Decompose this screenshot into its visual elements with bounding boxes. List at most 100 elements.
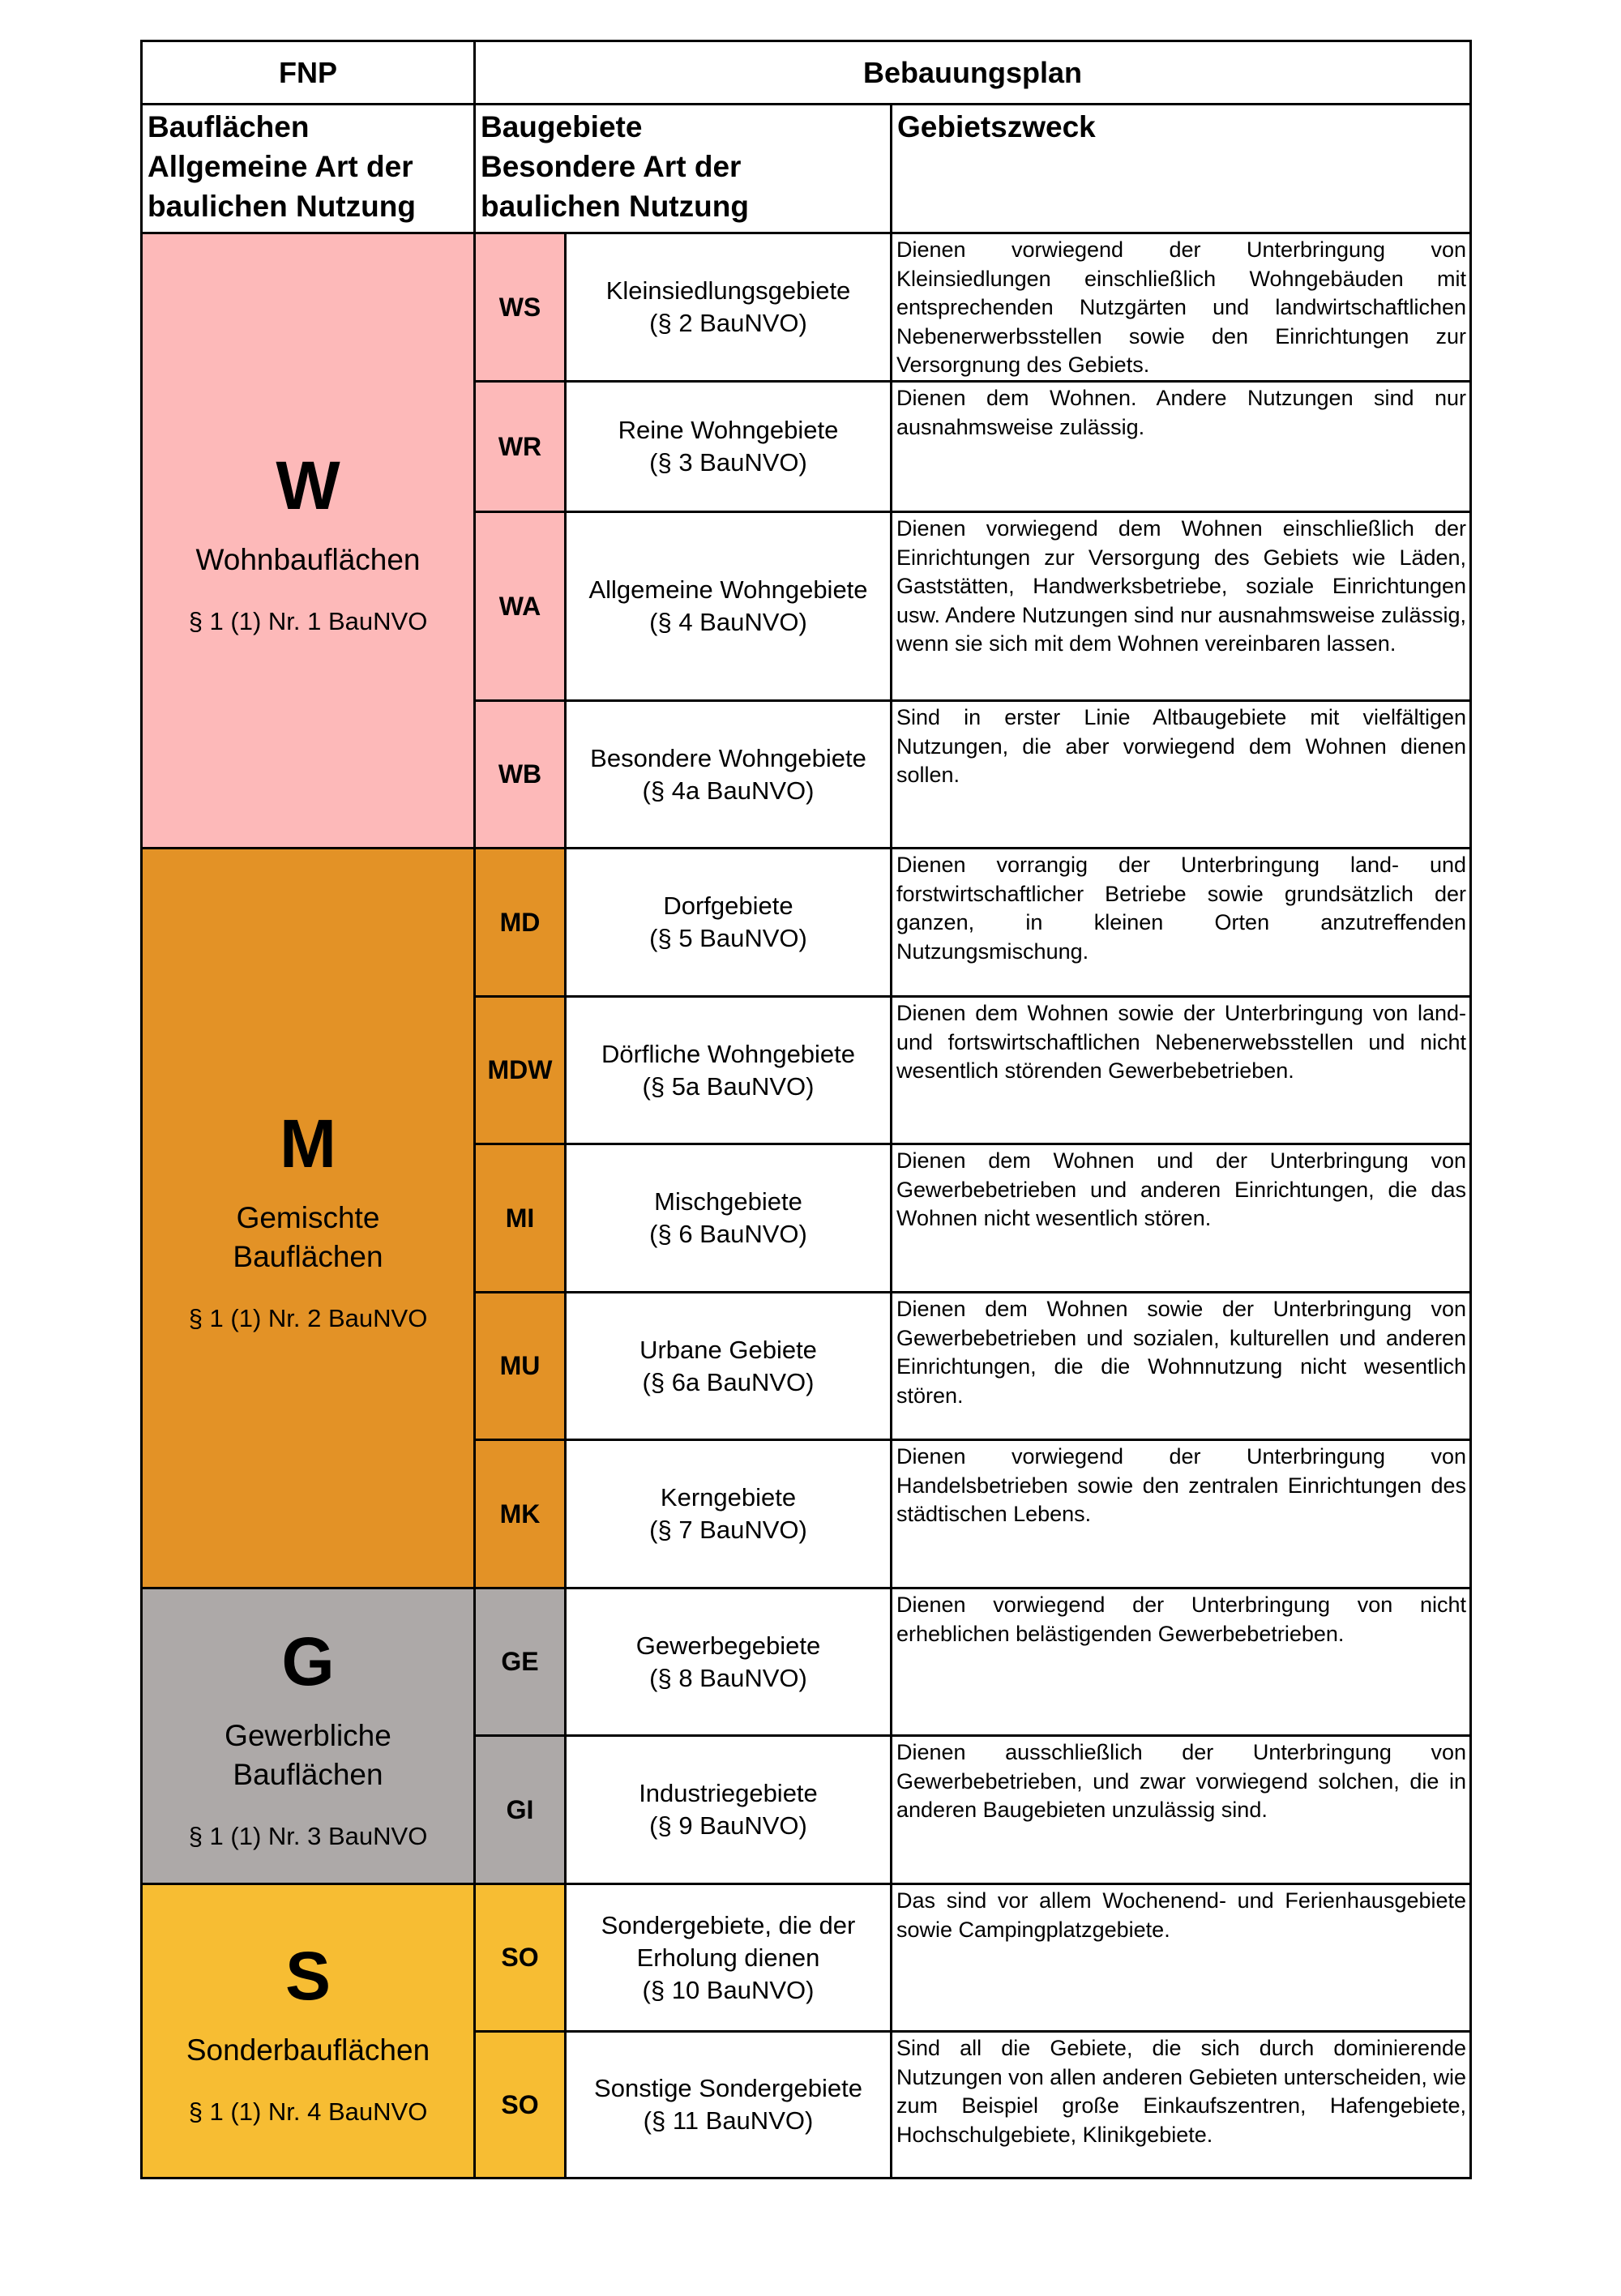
baugebiet-name: Gewerbegebiete (§ 8 BauNVO) — [564, 1587, 892, 1737]
gebietszweck: Sind in erster Linie Altbaugebiete mit v… — [889, 699, 1473, 849]
bauflaeche-letter: W — [276, 447, 340, 524]
baugebiet-name-line: (§ 9 BauNVO) — [649, 1811, 807, 1840]
table-row: S Sonderbauflächen § 1 (1) Nr. 4 BauNVO S… — [140, 1883, 1473, 2179]
baugebiet-name-line: (§ 5a BauNVO) — [642, 1071, 815, 1101]
bauflaeche-name: Bauflächen — [233, 1758, 383, 1791]
baugebiet-name-line: Allgemeine Wohngebiete — [588, 575, 868, 604]
baugebiet-name-line: (§ 10 BauNVO) — [642, 1975, 815, 2004]
bauflaeche-name: Gewerbliche — [225, 1719, 391, 1752]
baugebiet-name: Sondergebiete, die der Erholung dienen (§ … — [564, 1883, 892, 2033]
gebietszweck: Dienen dem Wohnen sowie der Unterbringun… — [889, 1291, 1473, 1441]
table-row: GI Industriegebiete (§ 9 BauNVO) Dienen a… — [142, 1734, 1473, 1885]
table-row: MU Urbane Gebiete (§ 6a BauNVO) Dienen de… — [142, 1291, 1473, 1441]
gebietszweck: Dienen vorwiegend der Unterbringung von … — [889, 1439, 1473, 1589]
bauflaeche-w: W Wohnbauflächen § 1 (1) Nr. 1 BauNVO — [140, 232, 476, 849]
baugebiet-name: Kerngebiete (§ 7 BauNVO) — [564, 1439, 892, 1589]
baugebiet-name: Dorfgebiete (§ 5 BauNVO) — [564, 847, 892, 998]
baugebiet-name-line: Erholung dienen — [636, 1943, 820, 1972]
baugebiet-name-line: (§ 4 BauNVO) — [649, 608, 807, 636]
baugebiet-code: MK — [473, 1439, 567, 1589]
gebietszweck: Dienen dem Wohnen und der Unterbringung … — [889, 1143, 1473, 1293]
table-row: MDW Dörfliche Wohngebiete (§ 5a BauNVO) D… — [142, 995, 1473, 1145]
baugebiet-name: Sonstige Sondergebiete (§ 11 BauNVO) — [564, 2030, 892, 2179]
bauflaeche-letter: M — [280, 1105, 336, 1182]
bebauungsplan-header: Bebauungsplan — [473, 40, 1473, 105]
bauflaeche-paragraph: § 1 (1) Nr. 2 BauNVO — [188, 1304, 428, 1332]
baugebiet-code: WR — [473, 380, 567, 513]
bauflaeche-name: Bauflächen — [233, 1240, 383, 1273]
bauflaeche-name: Wohnbauflächen — [195, 543, 421, 576]
baugebiet-name-line: (§ 8 BauNVO) — [649, 1663, 807, 1692]
table-row: W Wohnbauflächen § 1 (1) Nr. 1 BauNVO WS … — [140, 232, 1473, 849]
header-line: Allgemeine Art der — [148, 150, 413, 183]
baugebiet-code: GI — [473, 1734, 567, 1885]
table-row: M Gemischte Bauflächen § 1 (1) Nr. 2 BauN… — [140, 847, 1473, 1589]
baugebiet-name-line: (§ 6 BauNVO) — [649, 1220, 807, 1248]
gebietszweck: Dienen vorrangig der Unterbringung land-… — [889, 847, 1473, 998]
baugebiet-code: WA — [473, 511, 567, 702]
gebietszweck: Dienen vorwiegend der Unterbringung von … — [889, 232, 1473, 383]
header-line: baulichen Nutzung — [148, 190, 416, 223]
baugebiet-name-line: Sondergebiete, die der — [601, 1910, 856, 1939]
bauflaeche-paragraph: § 1 (1) Nr. 4 BauNVO — [188, 2097, 428, 2126]
table-row: SO Sonstige Sondergebiete (§ 11 BauNVO) S… — [142, 2030, 1473, 2179]
baugebiet-name-line: (§ 4a BauNVO) — [642, 776, 815, 805]
baugebiet-name-line: (§ 2 BauNVO) — [649, 309, 807, 337]
header-line: Besondere Art der — [481, 150, 742, 183]
table-row: G Gewerbliche Bauflächen § 1 (1) Nr. 3 Ba… — [140, 1587, 1473, 1885]
baugebiet-name: Allgemeine Wohngebiete (§ 4 BauNVO) — [564, 511, 892, 702]
header-line: Baugebiete — [481, 110, 643, 143]
baugebiet-code: GE — [473, 1587, 567, 1737]
fnp-header: FNP — [140, 40, 476, 105]
gebietszweck: Dienen dem Wohnen sowie der Unterbringun… — [889, 995, 1473, 1145]
bauflaeche-letter: S — [284, 1938, 331, 2014]
bauflaechen-header: Bauflächen Allgemeine Art der baulichen … — [140, 103, 476, 234]
baugebiet-name: Reine Wohngebiete (§ 3 BauNVO) — [564, 380, 892, 513]
bauflaeche-s: S Sonderbauflächen § 1 (1) Nr. 4 BauNVO — [140, 1883, 476, 2179]
header-row-2: Bauflächen Allgemeine Art der baulichen … — [140, 103, 1473, 234]
bauflaeche-name: Sonderbauflächen — [186, 2033, 430, 2067]
baugebiet-name-line: Dörfliche Wohngebiete — [601, 1039, 856, 1068]
baugebiet-name-line: Dorfgebiete — [663, 891, 793, 920]
baugebiet-name-line: (§ 7 BauNVO) — [649, 1516, 807, 1544]
header-line: Bauflächen — [148, 110, 310, 143]
bauflaeche-letter: G — [281, 1623, 335, 1700]
gebietszweck: Dienen vorwiegend dem Wohnen einschließl… — [889, 511, 1473, 702]
baugebiet-name-line: (§ 6a BauNVO) — [642, 1367, 815, 1396]
gebietszweck: Dienen ausschließlich der Unterbringung … — [889, 1734, 1473, 1885]
baugebiet-name-line: (§ 3 BauNVO) — [649, 448, 807, 477]
header-row-1: FNP Bebauungsplan — [140, 40, 1473, 105]
gebietszweck: Dienen vorwiegend der Unterbringung von … — [889, 1587, 1473, 1737]
baugebiet-name: Urbane Gebiete (§ 6a BauNVO) — [564, 1291, 892, 1441]
baugebiet-name: Kleinsiedlungsgebiete (§ 2 BauNVO) — [564, 232, 892, 383]
baugebiet-name-line: Industriegebiete — [639, 1779, 818, 1807]
baugebiet-name-line: Kleinsiedlungsgebiete — [605, 276, 851, 305]
baugebiet-code: WS — [473, 232, 567, 383]
gebietszweck: Sind all die Gebiete, die sich durch dom… — [889, 2030, 1473, 2179]
baugebiet-code: MD — [473, 847, 567, 998]
baugebiet-name: Dörfliche Wohngebiete (§ 5a BauNVO) — [564, 995, 892, 1145]
baugebiet-code: WB — [473, 699, 567, 849]
table-row: WA Allgemeine Wohngebiete (§ 4 BauNVO) Di… — [142, 511, 1473, 702]
table-row: WR Reine Wohngebiete (§ 3 BauNVO) Dienen … — [142, 380, 1473, 513]
baugebiet-name: Mischgebiete (§ 6 BauNVO) — [564, 1143, 892, 1293]
baugebiet-code: SO — [473, 2030, 567, 2179]
baugebiet-name-line: Mischgebiete — [654, 1187, 802, 1216]
gebietszweck: Das sind vor allem Wochenend- und Ferien… — [889, 1883, 1473, 2033]
table-row: MK Kerngebiete (§ 7 BauNVO) Dienen vorwie… — [142, 1439, 1473, 1589]
baugebiet-name-line: (§ 5 BauNVO) — [649, 924, 807, 952]
table-row: WB Besondere Wohngebiete (§ 4a BauNVO) Si… — [142, 699, 1473, 849]
baugebiet-name-line: (§ 11 BauNVO) — [643, 2106, 814, 2135]
baunutzung-table: FNP Bebauungsplan Bauflächen Allgemeine … — [140, 40, 1473, 2179]
baugebiet-name-line: Besondere Wohngebiete — [590, 743, 866, 772]
baugebiet-code: MDW — [473, 995, 567, 1145]
baugebiet-name-line: Urbane Gebiete — [639, 1335, 817, 1364]
table-row: MI Mischgebiete (§ 6 BauNVO) Dienen dem W… — [142, 1143, 1473, 1293]
baugebiet-code: MI — [473, 1143, 567, 1293]
baugebiet-name-line: Kerngebiete — [660, 1483, 797, 1511]
baugebiet-code: MU — [473, 1291, 567, 1441]
baugebiet-name: Industriegebiete (§ 9 BauNVO) — [564, 1734, 892, 1885]
gebietszweck-header: Gebietszweck — [889, 103, 1473, 234]
baugebiet-name-line: Reine Wohngebiete — [618, 416, 839, 444]
bauflaeche-g: G Gewerbliche Bauflächen § 1 (1) Nr. 3 Ba… — [140, 1587, 476, 1885]
